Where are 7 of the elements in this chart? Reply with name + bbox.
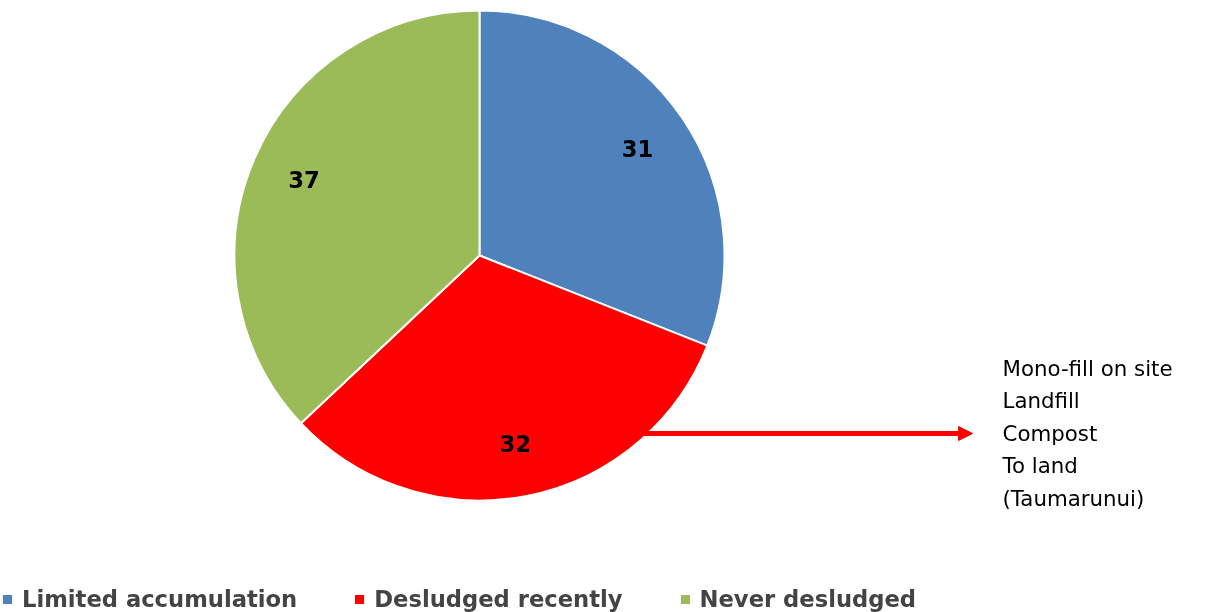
- text: Mono-fill on site Landfill Compost To land (Taumarunui): [1001, 355, 1173, 511]
- legend-label: Never desludged: [699, 586, 917, 612]
- legend-label: Desludged recently: [374, 586, 623, 612]
- legend-label: Limited accumulation: [22, 586, 298, 612]
- data-label: 37: [288, 167, 320, 194]
- data-label: 32: [499, 430, 532, 457]
- data-label: 31: [621, 135, 654, 162]
